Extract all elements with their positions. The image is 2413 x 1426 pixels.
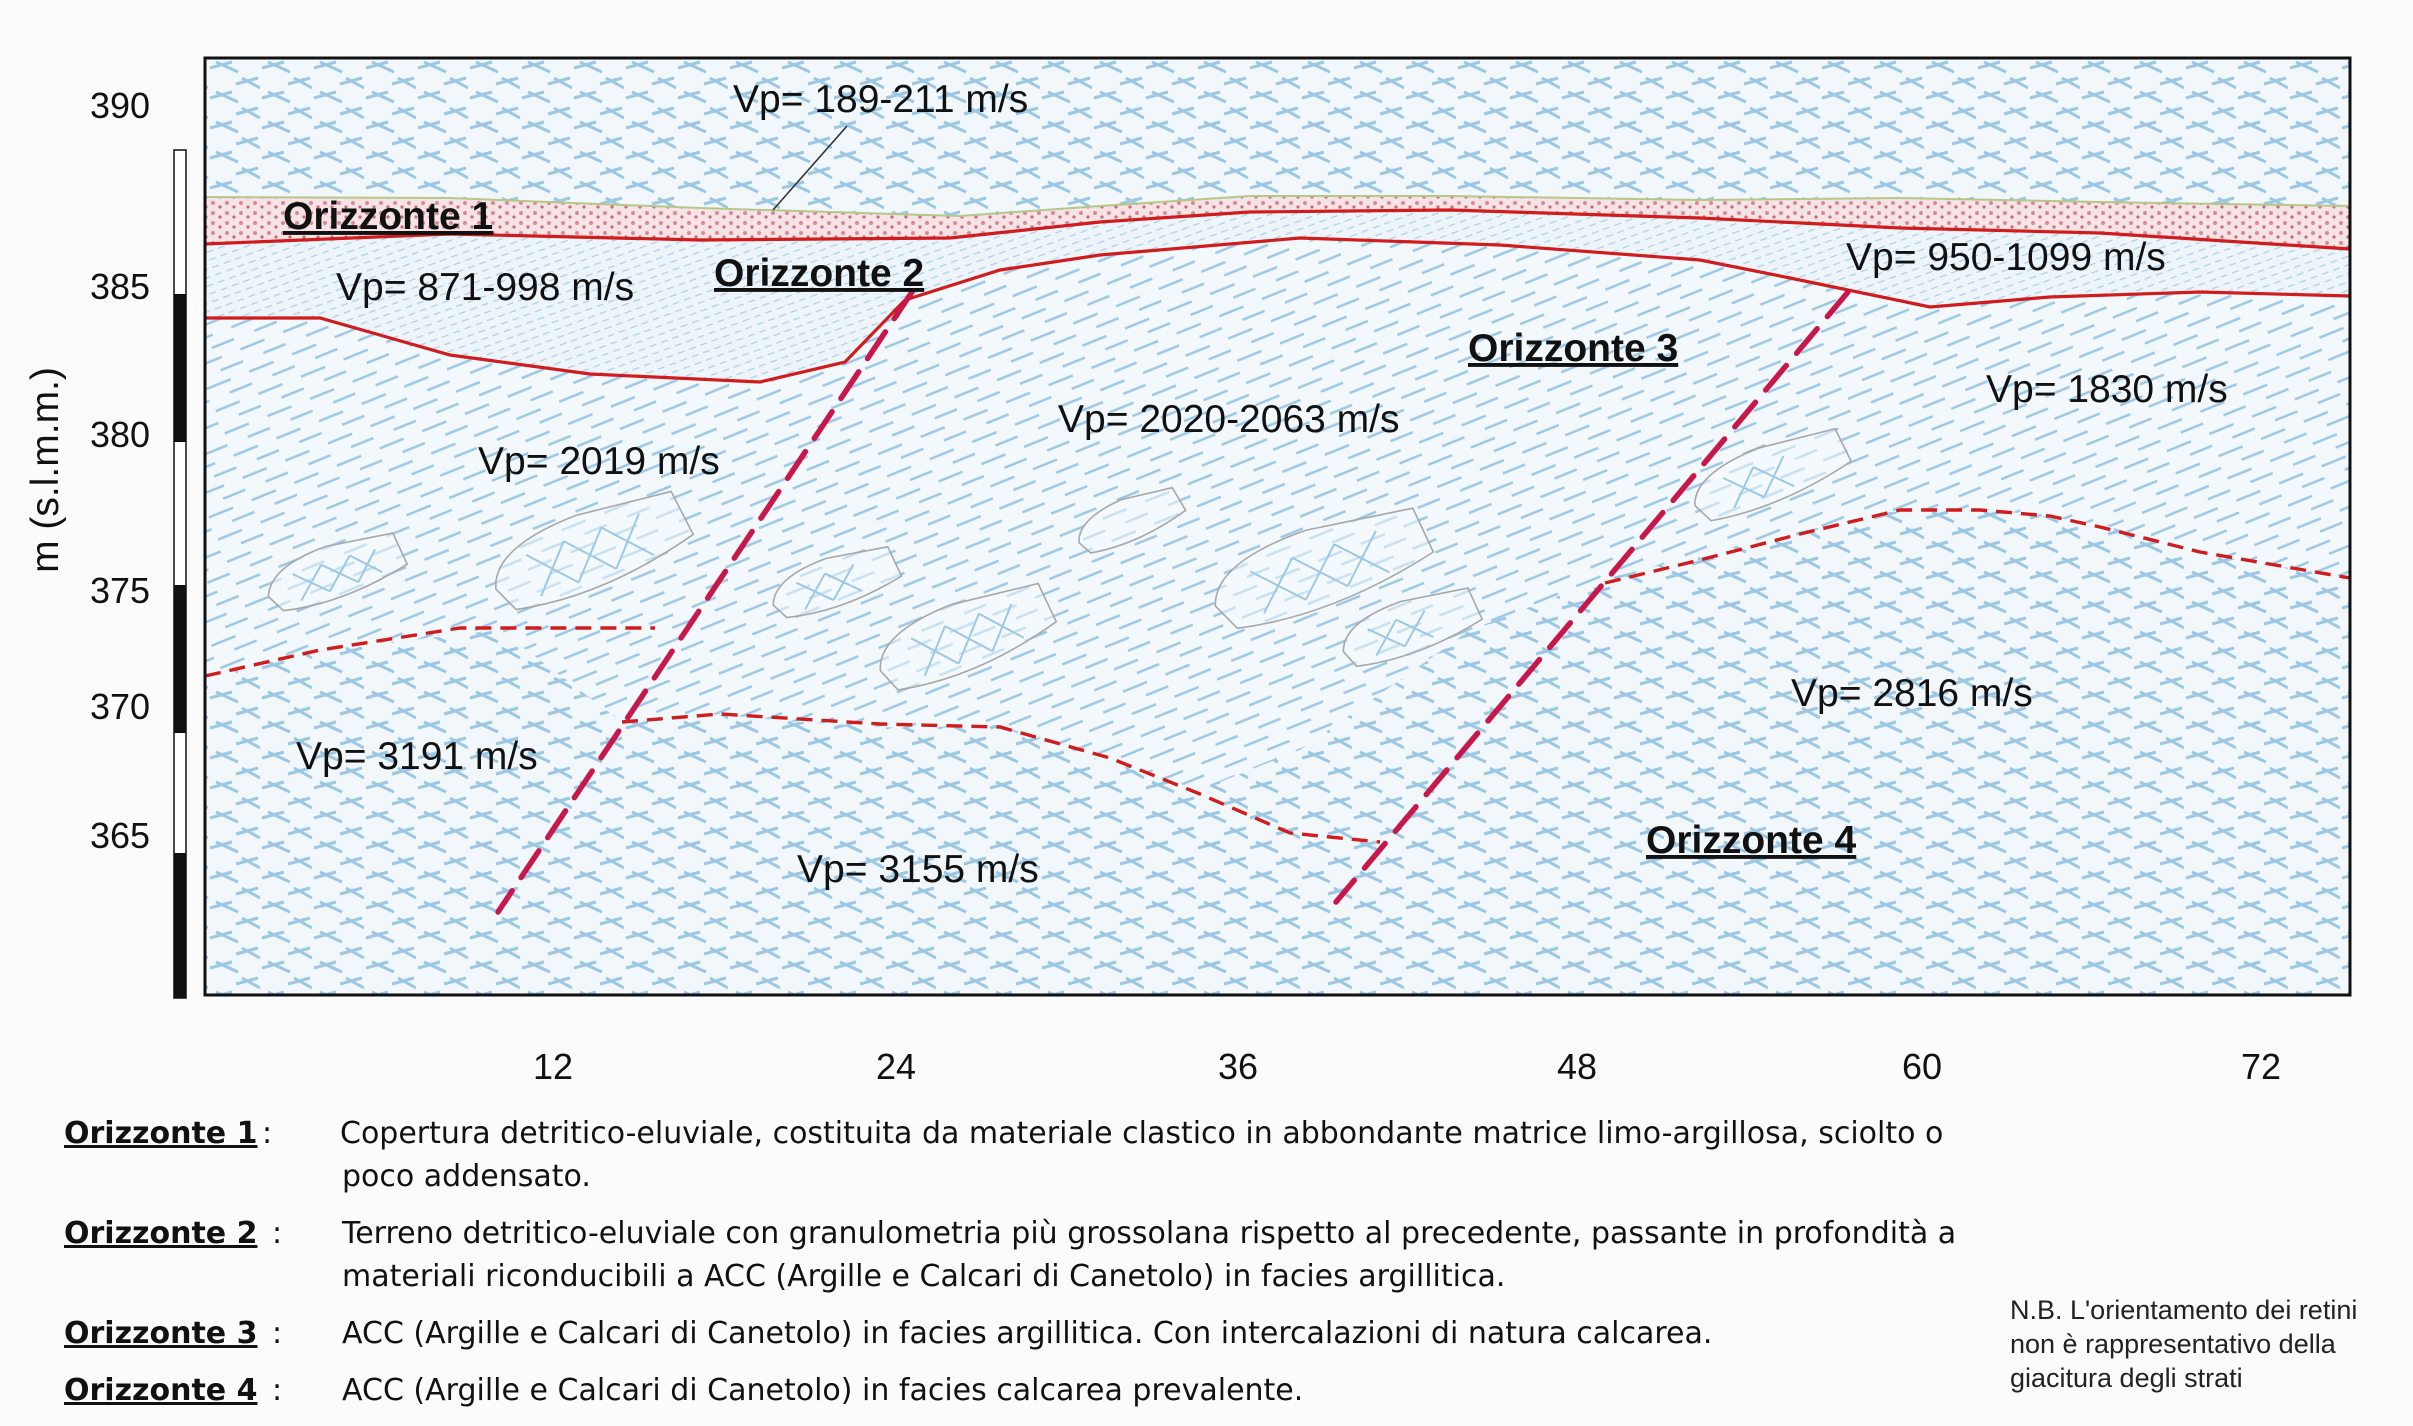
note: N.B. L'orientamento dei retini non è rap… xyxy=(2010,1293,2380,1395)
note-line: N.B. L'orientamento dei retini xyxy=(2010,1295,2358,1325)
velocity-label: Vp= 3191 m/s xyxy=(296,735,538,778)
horizon-3-label: Orizzonte 3 xyxy=(1468,327,1678,370)
y-tick: 375 xyxy=(90,570,150,611)
x-ticks: 12 24 36 48 60 72 xyxy=(533,1046,2281,1087)
ground-surface xyxy=(205,195,2350,218)
note-line: giacitura degli strati xyxy=(2010,1363,2243,1393)
legend-item-3: Orizzonte 3: ACC (Argille e Calcari di C… xyxy=(64,1312,1964,1355)
y-tick: 380 xyxy=(90,414,150,455)
legend-key: Orizzonte 3 xyxy=(64,1316,258,1351)
y-tick: 385 xyxy=(90,266,150,307)
legend: Orizzonte 1: Copertura detritico-eluvial… xyxy=(64,1112,1964,1426)
legend-key: Orizzonte 1 xyxy=(64,1116,258,1151)
velocity-label: Vp= 2019 m/s xyxy=(478,440,720,483)
fault-right xyxy=(1333,289,1851,905)
y-tick: 365 xyxy=(90,815,150,856)
x-tick: 72 xyxy=(2241,1046,2281,1087)
legend-sep: : xyxy=(262,1116,273,1151)
horizon-4-label: Orizzonte 4 xyxy=(1646,819,1857,862)
velocity-label: Vp= 2020-2063 m/s xyxy=(1058,398,1399,441)
legend-sep: : xyxy=(272,1373,283,1408)
y-tick: 390 xyxy=(90,85,150,126)
legend-text: Terreno detritico-eluviale con granulome… xyxy=(342,1216,1957,1294)
velocity-label: Vp= 1830 m/s xyxy=(1986,368,2228,411)
velocity-label: Vp= 189-211 m/s xyxy=(733,78,1028,121)
legend-sep: : xyxy=(272,1316,283,1351)
x-tick: 60 xyxy=(1902,1046,1942,1087)
calcareous-lenses xyxy=(267,427,1853,691)
seismic-section: m (s.l.m.m.) 390 385 380 375 370 365 12 … xyxy=(24,56,2352,1087)
note-line: non è rappresentativo della xyxy=(2010,1329,2336,1359)
leader-line xyxy=(772,125,848,211)
x-tick: 48 xyxy=(1557,1046,1597,1087)
legend-item-2: Orizzonte 2: Terreno detritico-eluviale … xyxy=(64,1212,1964,1298)
velocity-label: Vp= 2816 m/s xyxy=(1791,672,2033,715)
legend-item-1: Orizzonte 1: Copertura detritico-eluvial… xyxy=(64,1112,1964,1198)
legend-text: ACC (Argille e Calcari di Canetolo) in f… xyxy=(342,1373,1304,1408)
y-tick: 370 xyxy=(90,686,150,727)
legend-key: Orizzonte 2 xyxy=(64,1216,258,1251)
horizon-1-label: Orizzonte 1 xyxy=(283,195,493,238)
horizon-2-label: Orizzonte 2 xyxy=(714,252,924,295)
horizon-2-3-boundary xyxy=(205,236,2350,384)
fault-left xyxy=(495,289,915,915)
legend-text: ACC (Argille e Calcari di Canetolo) in f… xyxy=(342,1316,1713,1351)
legend-key: Orizzonte 4 xyxy=(64,1373,258,1408)
y-ticks: 390 385 380 375 370 365 xyxy=(90,85,150,856)
velocity-label: Vp= 3155 m/s xyxy=(797,848,1039,891)
horizon-3-4-boundary xyxy=(205,508,2350,844)
x-tick: 12 xyxy=(533,1046,573,1087)
horizon-1-area xyxy=(205,196,2350,249)
section-frame xyxy=(203,56,2352,997)
horizon-3-area xyxy=(205,238,2350,790)
velocity-label: Vp= 871-998 m/s xyxy=(336,266,634,309)
faults xyxy=(495,289,1851,915)
scale-bar xyxy=(173,149,187,999)
velocity-label: Vp= 950-1099 m/s xyxy=(1846,236,2166,279)
horizon-1-2-boundary xyxy=(205,208,2350,251)
y-axis-label: m (s.l.m.m.) xyxy=(24,367,67,573)
x-tick: 36 xyxy=(1218,1046,1258,1087)
x-tick: 24 xyxy=(876,1046,916,1087)
horizon-2-area xyxy=(205,210,2350,382)
legend-sep: : xyxy=(272,1216,283,1251)
legend-text: Copertura detritico-eluviale, costituita… xyxy=(340,1116,1944,1194)
legend-item-4: Orizzonte 4: ACC (Argille e Calcari di C… xyxy=(64,1369,1964,1412)
